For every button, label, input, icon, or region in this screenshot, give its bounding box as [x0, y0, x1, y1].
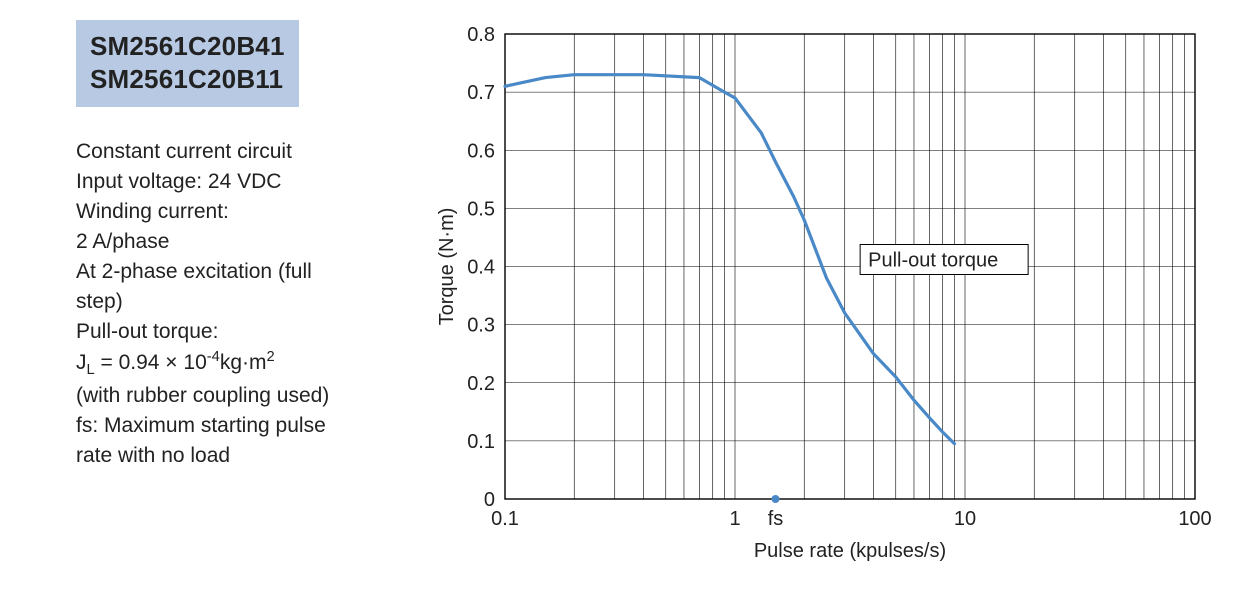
spec-line: At 2-phase excitation (full — [76, 257, 396, 287]
svg-text:0.1: 0.1 — [467, 431, 495, 453]
svg-text:Torque (N·m): Torque (N·m) — [436, 208, 458, 326]
model-1: SM2561C20B41 — [90, 30, 285, 63]
spec-line: step) — [76, 287, 396, 317]
spec-list: Constant current circuit Input voltage: … — [76, 137, 396, 471]
spec-line: Input voltage: 24 VDC — [76, 167, 396, 197]
page-root: SM2561C20B41 SM2561C20B11 Constant curre… — [0, 0, 1244, 607]
spec-line: 2 A/phase — [76, 227, 396, 257]
svg-text:fs: fs — [768, 508, 784, 530]
svg-text:10: 10 — [954, 508, 976, 530]
svg-text:1: 1 — [729, 508, 740, 530]
svg-text:Pulse rate (kpulses/s): Pulse rate (kpulses/s) — [754, 540, 946, 562]
svg-text:0.5: 0.5 — [467, 198, 495, 220]
spec-line: Constant current circuit — [76, 137, 396, 167]
spec-j-line: JL = 0.94 × 10-4kg·m2 — [76, 347, 396, 381]
spec-line: fs: Maximum starting pulse — [76, 411, 396, 441]
svg-text:0.6: 0.6 — [467, 140, 495, 162]
spec-line: rate with no load — [76, 441, 396, 471]
svg-text:0.1: 0.1 — [491, 508, 519, 530]
svg-text:0.3: 0.3 — [467, 315, 495, 337]
svg-text:0.8: 0.8 — [467, 24, 495, 46]
spec-line: Pull-out torque: — [76, 317, 396, 347]
svg-text:0.4: 0.4 — [467, 257, 495, 279]
torque-chart: 00.10.20.30.40.50.60.70.80.1110100Torque… — [430, 14, 1220, 574]
spec-line: (with rubber coupling used) — [76, 381, 396, 411]
model-2: SM2561C20B11 — [90, 63, 285, 96]
model-box: SM2561C20B41 SM2561C20B11 — [76, 20, 299, 107]
svg-text:Pull-out torque: Pull-out torque — [868, 250, 998, 272]
spec-line: Winding current: — [76, 197, 396, 227]
chart-svg: 00.10.20.30.40.50.60.70.80.1110100Torque… — [430, 14, 1220, 574]
svg-text:0.2: 0.2 — [467, 373, 495, 395]
left-column: SM2561C20B41 SM2561C20B11 Constant curre… — [76, 20, 396, 471]
svg-text:100: 100 — [1178, 508, 1211, 530]
svg-text:0.7: 0.7 — [467, 82, 495, 104]
